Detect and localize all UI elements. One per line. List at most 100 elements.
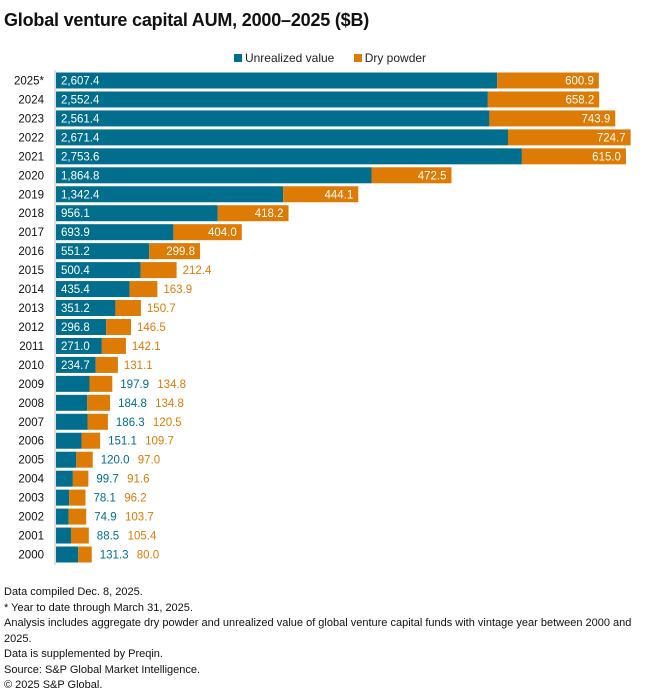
y-tick-label: 2018 [18, 208, 44, 220]
data-label-dry-powder: 600.9 [565, 76, 594, 88]
y-tick-label: 2010 [18, 360, 44, 372]
data-label-dry-powder: 743.9 [581, 113, 610, 125]
data-label-dry-powder: 91.6 [127, 474, 149, 486]
footnote-source: Source: S&P Global Market Intelligence. [4, 663, 201, 676]
bar-dry-powder [489, 110, 616, 127]
data-label-unrealized-value: 693.9 [61, 227, 90, 239]
bar-unrealized-value [56, 451, 77, 468]
chart-title: Global venture capital AUM, 2000–2025 ($… [4, 10, 370, 30]
bar-chart: 2025* 2,607.4 600.9 2024 2,552.4 658.2 2023 2,5… [14, 70, 631, 565]
y-tick-label: 2004 [18, 474, 44, 486]
legend-label-unrealized-value: Unrealized value [244, 51, 335, 65]
data-label-unrealized-value: 1,342.4 [61, 189, 100, 201]
data-label-dry-powder: 615.0 [592, 151, 621, 163]
bar-unrealized-value [56, 243, 150, 260]
bar-unrealized-value [56, 262, 141, 279]
bar-dry-powder [217, 205, 289, 222]
legend-label-dry-powder: Dry powder [364, 51, 427, 65]
data-label-unrealized-value: 956.1 [61, 208, 90, 220]
bar-dry-powder [497, 72, 599, 89]
y-tick-label: 2019 [18, 189, 44, 201]
legend: Unrealized value Dry powder [0, 51, 660, 65]
bar-dry-powder [371, 167, 452, 184]
footnote-compiled: Data compiled Dec. 8, 2025. [4, 586, 143, 598]
data-label-unrealized-value: 197.9 [120, 379, 149, 391]
data-label-unrealized-value: 151.1 [108, 436, 137, 448]
bars-group: 2025* 2,607.4 600.9 2024 2,552.4 658.2 2023 2,5… [14, 72, 631, 563]
data-label-dry-powder: 212.4 [183, 265, 212, 277]
legend-item-dry-powder: Dry powder [353, 51, 427, 65]
bar-dry-powder [173, 224, 242, 241]
bar-unrealized-value [56, 129, 509, 146]
bar-dry-powder [87, 394, 111, 411]
data-label-dry-powder: 134.8 [155, 398, 184, 410]
data-label-unrealized-value: 88.5 [97, 531, 119, 543]
data-label-unrealized-value: 78.1 [93, 493, 115, 505]
data-label-dry-powder: 109.7 [145, 436, 174, 448]
data-label-dry-powder: 418.2 [255, 208, 284, 220]
bar-dry-powder [508, 129, 631, 146]
bar-dry-powder [78, 546, 92, 563]
bar-unrealized-value [56, 186, 284, 203]
data-label-dry-powder: 142.1 [132, 341, 161, 353]
y-tick-label: 2021 [18, 151, 44, 163]
bar-dry-powder [487, 91, 600, 108]
data-label-dry-powder: 120.5 [153, 417, 182, 429]
bar-unrealized-value [56, 356, 96, 373]
y-tick-label: 2015 [18, 265, 44, 277]
bar-dry-powder [69, 489, 86, 506]
data-label-dry-powder: 150.7 [147, 303, 176, 315]
y-tick-label: 2011 [19, 341, 44, 353]
data-label-unrealized-value: 99.7 [96, 474, 118, 486]
data-label-dry-powder: 404.0 [208, 227, 237, 239]
data-label-unrealized-value: 271.0 [61, 341, 90, 353]
bar-unrealized-value [56, 375, 90, 392]
y-tick-label: 2024 [18, 94, 44, 106]
bar-unrealized-value [56, 110, 490, 127]
bar-dry-powder [81, 432, 101, 449]
data-label-dry-powder: 444.1 [324, 189, 353, 201]
bar-dry-powder [149, 243, 200, 260]
data-label-unrealized-value: 435.4 [61, 284, 90, 296]
y-tick-label: 2012 [18, 322, 44, 334]
data-label-unrealized-value: 551.2 [61, 246, 90, 258]
data-label-dry-powder: 472.5 [418, 170, 447, 182]
bar-unrealized-value [56, 489, 70, 506]
legend-item-unrealized-value: Unrealized value [233, 51, 335, 65]
bar-unrealized-value [56, 205, 218, 222]
data-label-dry-powder: 299.8 [166, 246, 195, 258]
data-label-unrealized-value: 120.0 [101, 455, 130, 467]
bar-dry-powder [68, 508, 87, 525]
y-tick-label: 2022 [18, 132, 44, 144]
bar-unrealized-value [56, 432, 82, 449]
bar-dry-powder [72, 470, 89, 487]
bar-unrealized-value [56, 224, 174, 241]
y-tick-label: 2008 [18, 398, 44, 410]
y-tick-label: 2025* [14, 76, 45, 88]
bar-dry-powder [106, 318, 132, 335]
bar-dry-powder [87, 413, 108, 430]
legend-swatch-unrealized-value [233, 54, 242, 62]
data-label-unrealized-value: 2,561.4 [61, 113, 100, 125]
bar-dry-powder [283, 186, 359, 203]
data-label-dry-powder: 134.8 [157, 379, 186, 391]
bar-unrealized-value [56, 91, 488, 108]
data-label-dry-powder: 724.7 [597, 132, 626, 144]
bar-dry-powder [89, 375, 113, 392]
footer-notes: Data compiled Dec. 8, 2025. * Year to da… [4, 585, 654, 694]
footnote-analysis: Analysis includes aggregate dry powder a… [4, 617, 632, 645]
data-label-unrealized-value: 1,864.8 [61, 170, 99, 182]
data-label-unrealized-value: 351.2 [61, 303, 90, 315]
bar-unrealized-value [56, 527, 71, 544]
y-tick-label: 2009 [18, 379, 44, 391]
data-label-unrealized-value: 2,552.4 [61, 94, 100, 106]
bar-unrealized-value [56, 300, 116, 317]
bar-dry-powder [521, 148, 626, 165]
data-label-dry-powder: 163.9 [163, 284, 192, 296]
data-label-unrealized-value: 500.4 [61, 265, 90, 277]
bar-dry-powder [101, 337, 126, 354]
data-label-unrealized-value: 131.3 [100, 550, 129, 562]
data-label-unrealized-value: 184.8 [118, 398, 147, 410]
y-tick-label: 2013 [18, 303, 44, 315]
footnote-ytd: * Year to date through March 31, 2025. [4, 601, 193, 614]
